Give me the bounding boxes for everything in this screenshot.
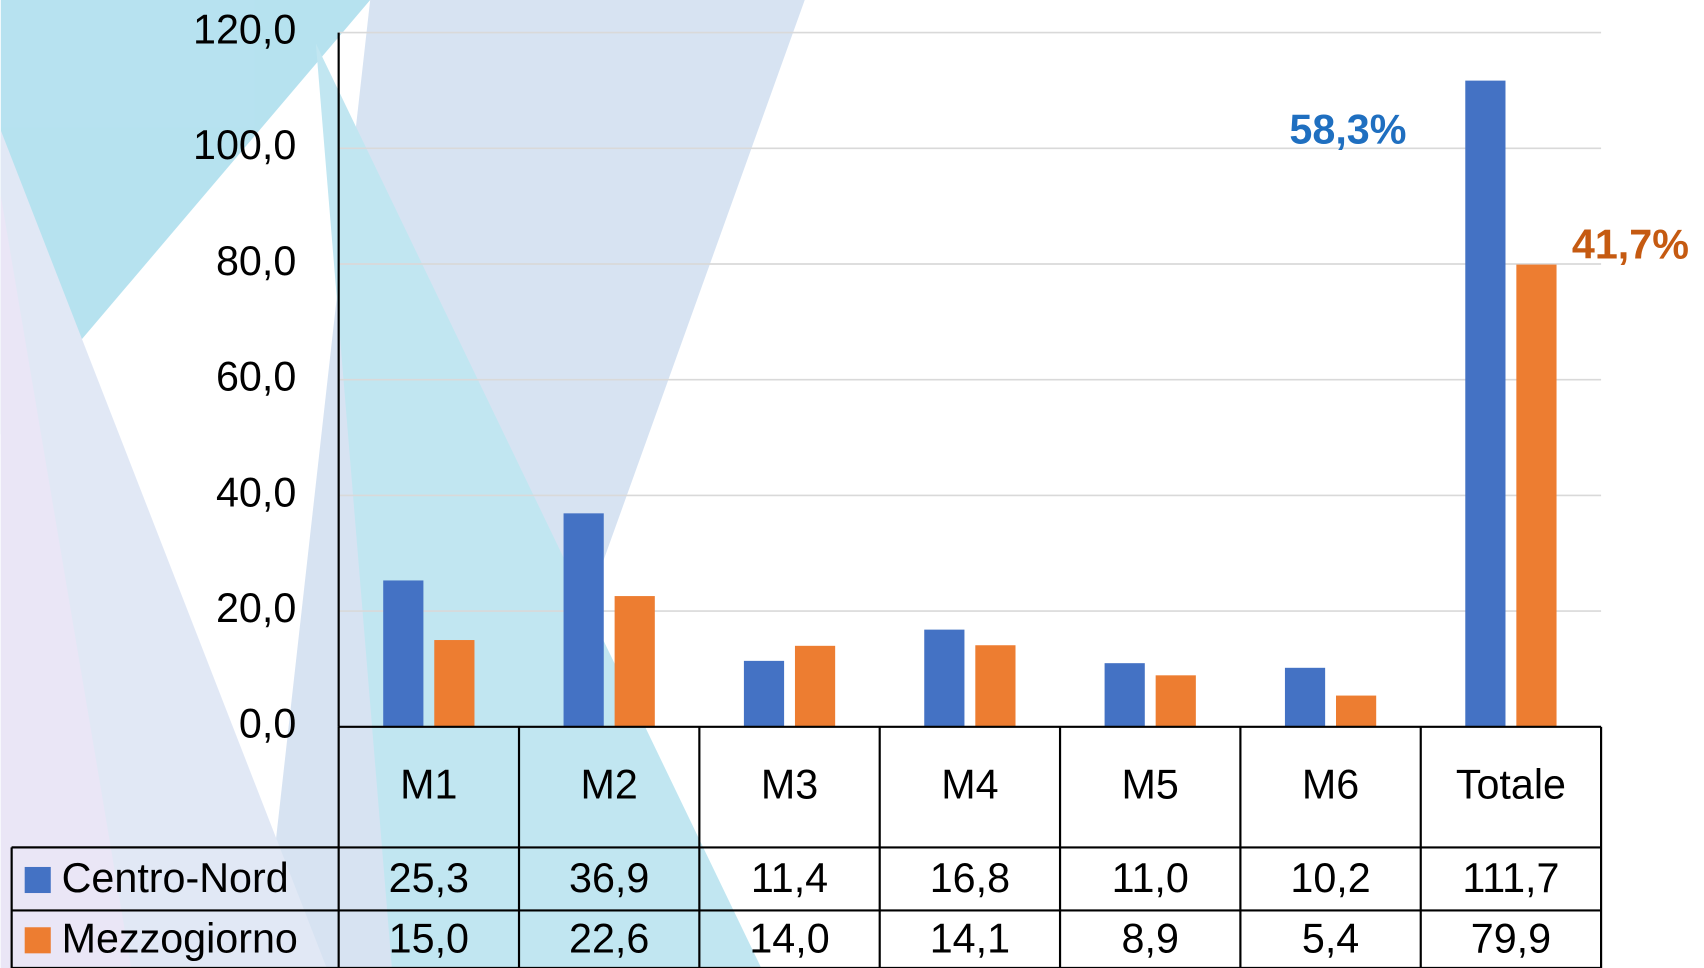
y-tick-label: 120,0 — [193, 6, 296, 52]
x-tick-label: M2 — [581, 762, 638, 808]
table-cell: 111,7 — [1462, 855, 1559, 901]
table-cell: 14,0 — [749, 915, 829, 961]
table-cell: 15,0 — [389, 915, 469, 961]
x-tick-label: M5 — [1122, 762, 1179, 808]
y-tick-label: 100,0 — [193, 122, 296, 168]
y-tick-label: 20,0 — [216, 585, 296, 631]
bar — [1516, 264, 1557, 727]
table-cell: 5,4 — [1302, 915, 1359, 961]
table-cell: 14,1 — [930, 915, 1010, 961]
bar — [614, 596, 655, 727]
legend-swatch — [24, 866, 51, 894]
table-cell: 79,9 — [1471, 915, 1551, 961]
bar — [1336, 695, 1377, 727]
bar — [794, 645, 836, 727]
bar — [1465, 80, 1506, 727]
y-tick-label: 80,0 — [216, 238, 296, 284]
table-cell: 25,3 — [389, 855, 469, 901]
bar — [975, 645, 1016, 727]
bar — [924, 629, 965, 727]
y-tick-label: 60,0 — [216, 354, 296, 400]
table-cell: 8,9 — [1122, 915, 1179, 961]
bar — [743, 660, 785, 727]
bar — [383, 580, 424, 727]
legend-swatch — [24, 927, 51, 954]
bar — [1284, 667, 1326, 727]
table-cell: 22,6 — [569, 915, 649, 961]
x-tick-label: M3 — [761, 762, 818, 808]
table-cell: 36,9 — [569, 855, 649, 901]
bar — [1155, 675, 1196, 727]
y-tick-label: 0,0 — [239, 701, 296, 747]
background-decoration — [0, 0, 805, 968]
annotation: 58,3% — [1289, 106, 1406, 152]
x-tick-label: M6 — [1302, 762, 1359, 808]
legend-label: Centro-Nord — [62, 855, 289, 901]
x-tick-label: M4 — [941, 762, 998, 808]
bar — [1104, 663, 1145, 727]
legend-label: Mezzogiorno — [62, 915, 298, 961]
annotation: 41,7% — [1572, 222, 1689, 268]
table-cell: 10,2 — [1290, 855, 1370, 901]
bar — [434, 640, 475, 727]
bar — [563, 513, 604, 727]
x-tick-label: Totale — [1456, 762, 1566, 808]
table-cell: 16,8 — [930, 855, 1010, 901]
x-tick-label: M1 — [400, 762, 457, 808]
y-tick-label: 40,0 — [216, 469, 296, 515]
table-cell: 11,4 — [751, 855, 828, 901]
table-cell: 11,0 — [1112, 855, 1189, 901]
